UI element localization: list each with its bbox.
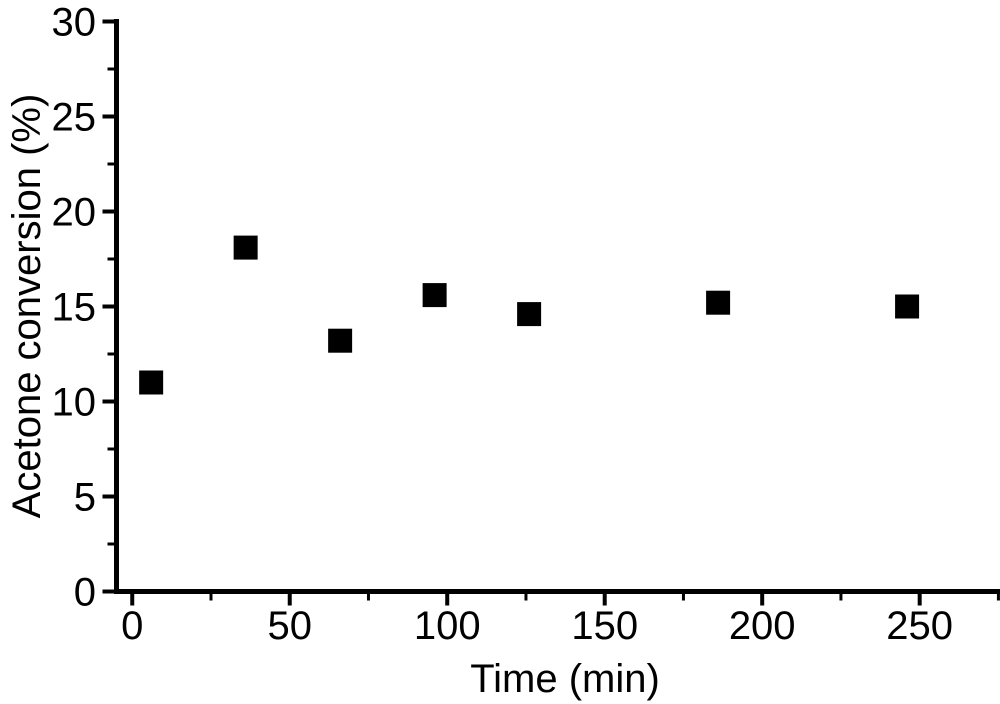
x-tick-label: 250 (886, 604, 953, 648)
y-tick-label: 15 (52, 286, 97, 330)
data-point-marker (895, 294, 920, 319)
y-tick-label: 10 (52, 381, 97, 425)
data-point-marker (328, 328, 353, 353)
y-tick-label: 25 (52, 96, 97, 140)
x-tick-label: 100 (414, 604, 481, 648)
y-tick-label: 20 (52, 191, 97, 235)
y-tick-label: 0 (74, 571, 96, 615)
x-tick-label: 200 (729, 604, 796, 648)
y-axis-title: Acetone conversion (%) (5, 94, 49, 519)
y-tick-label: 5 (74, 476, 96, 520)
data-point-marker (233, 235, 258, 260)
x-tick-label: 150 (571, 604, 638, 648)
x-tick-label: 0 (121, 604, 143, 648)
data-point-marker (139, 370, 164, 395)
data-point-marker (517, 302, 542, 327)
data-point-marker (706, 290, 731, 315)
y-tick-label: 30 (52, 1, 97, 45)
x-tick-label: 50 (267, 604, 312, 648)
x-axis-title: Time (min) (470, 657, 660, 701)
data-point-marker (422, 283, 447, 308)
